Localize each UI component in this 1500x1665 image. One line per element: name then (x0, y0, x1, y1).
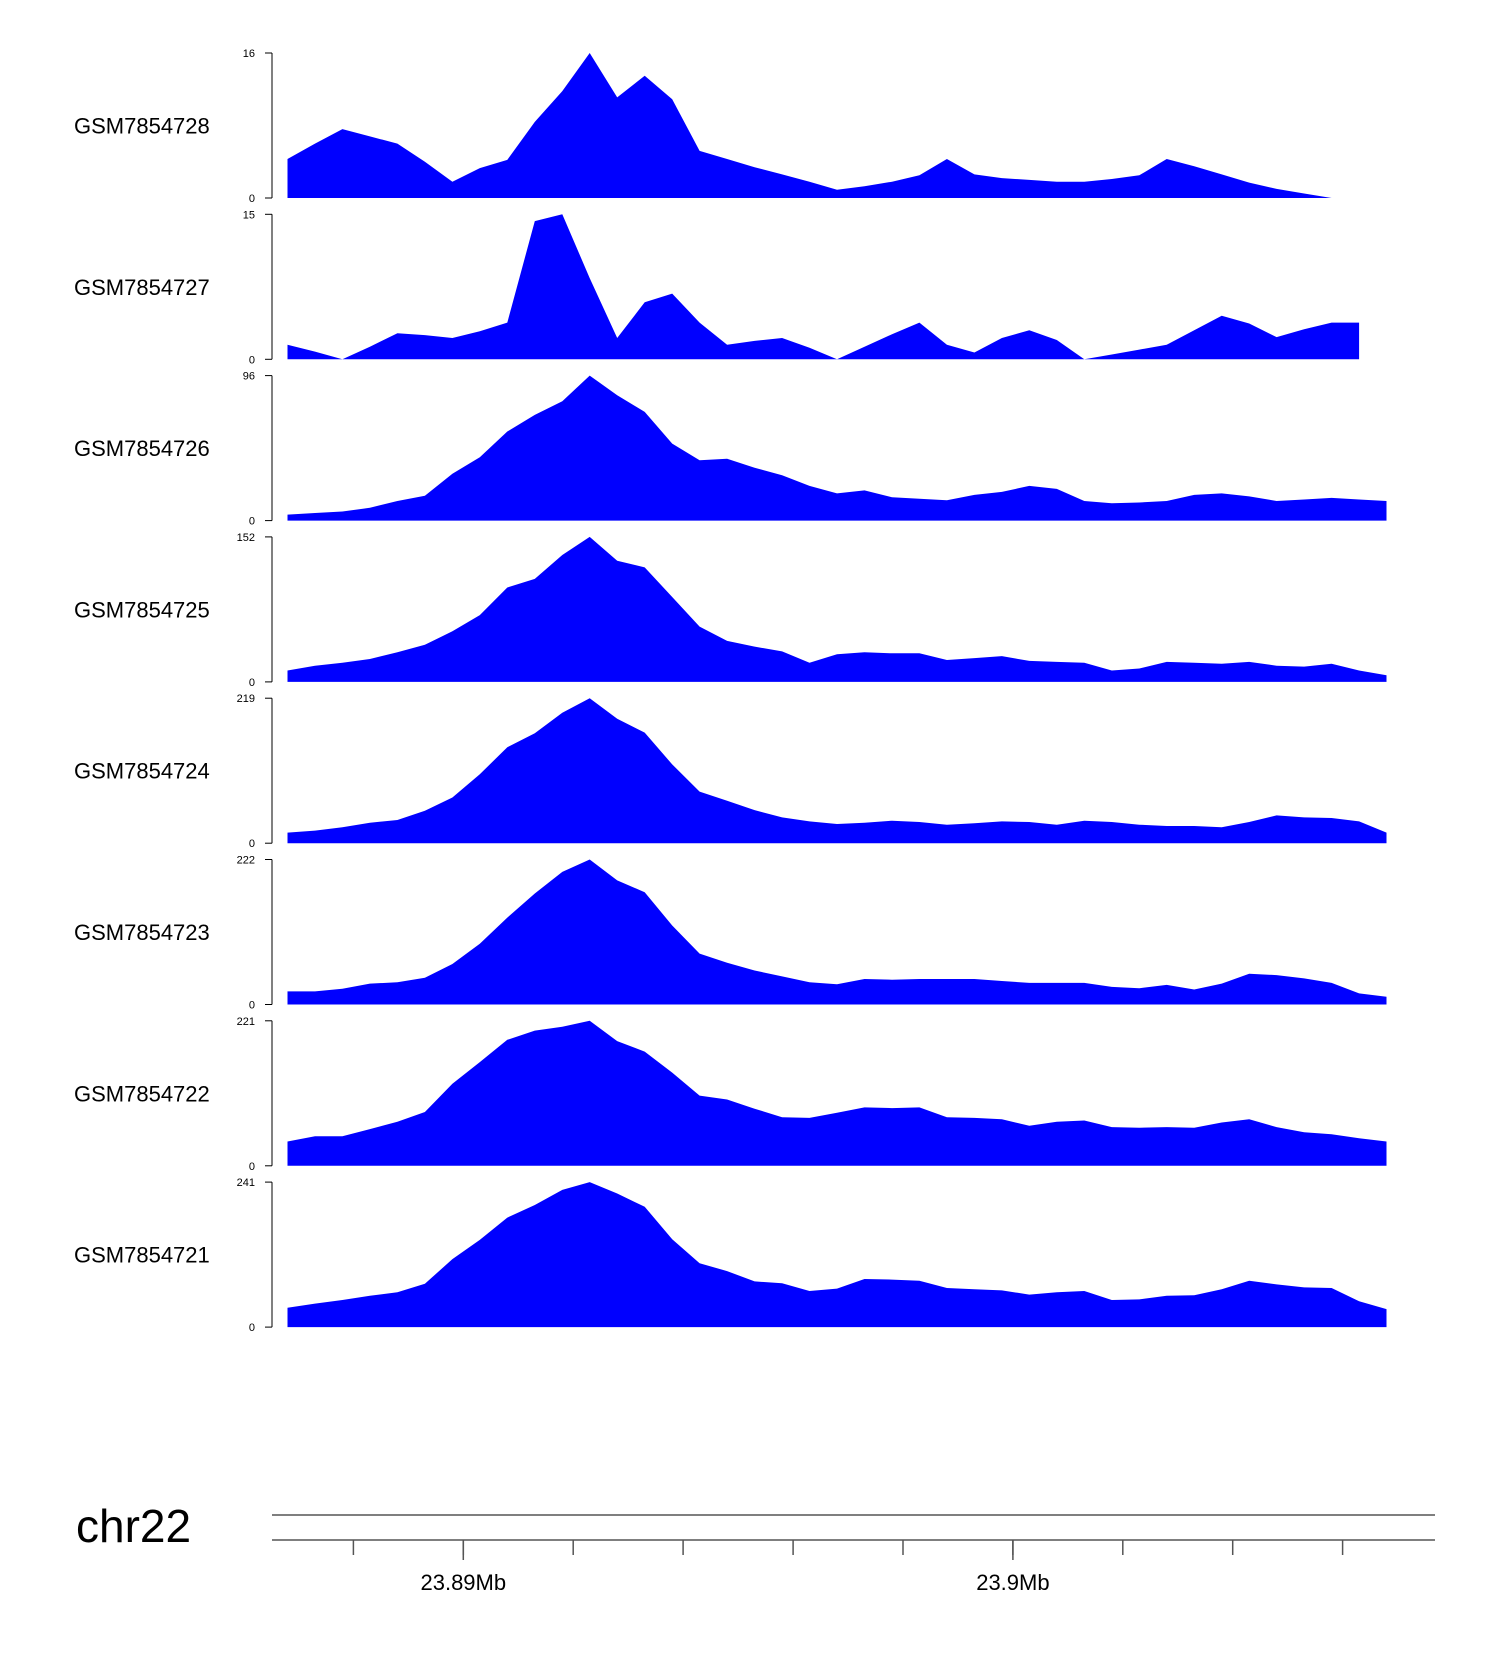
y-tick-label-max: 241 (237, 1177, 255, 1189)
y-tick-label-zero: 0 (249, 516, 255, 528)
y-tick-label-max: 221 (237, 1016, 255, 1028)
y-tick-label-zero: 0 (249, 193, 255, 205)
y-tick-label-max: 152 (237, 532, 255, 544)
coverage-area-GSM7854724 (287, 698, 1387, 844)
chromosome-label: chr22 (76, 1500, 191, 1552)
y-tick-label-zero: 0 (249, 1322, 255, 1334)
track-label: GSM7854721 (74, 1243, 210, 1268)
coverage-area-GSM7854722 (287, 1020, 1387, 1166)
track-label: GSM7854725 (74, 597, 210, 622)
coverage-area-GSM7854723 (287, 859, 1387, 1005)
y-tick-label-zero: 0 (249, 677, 255, 689)
coverage-area-GSM7854721 (287, 1182, 1387, 1328)
y-tick-label-max: 16 (243, 48, 255, 60)
coverage-area-GSM7854727 (287, 214, 1360, 360)
track-label: GSM7854727 (74, 275, 210, 300)
genome-tick-label: 23.9Mb (976, 1570, 1049, 1595)
track-label: GSM7854724 (74, 759, 210, 784)
y-tick-label-max: 15 (243, 209, 255, 221)
y-tick-label-zero: 0 (249, 1161, 255, 1173)
y-tick-label-max: 96 (243, 371, 255, 383)
track-label: GSM7854726 (74, 436, 210, 461)
y-tick-label-zero: 0 (249, 354, 255, 366)
track-label: GSM7854723 (74, 920, 210, 945)
y-tick-label-zero: 0 (249, 838, 255, 850)
y-tick-label-max: 219 (237, 693, 255, 705)
track-label: GSM7854728 (74, 114, 210, 139)
y-tick-label-zero: 0 (249, 1000, 255, 1012)
y-tick-label-max: 222 (237, 855, 255, 867)
track-label: GSM7854722 (74, 1081, 210, 1106)
coverage-area-GSM7854726 (287, 375, 1387, 521)
genome-tick-label: 23.89Mb (420, 1570, 506, 1595)
coverage-area-GSM7854728 (287, 53, 1332, 198)
coverage-area-GSM7854725 (287, 536, 1387, 682)
